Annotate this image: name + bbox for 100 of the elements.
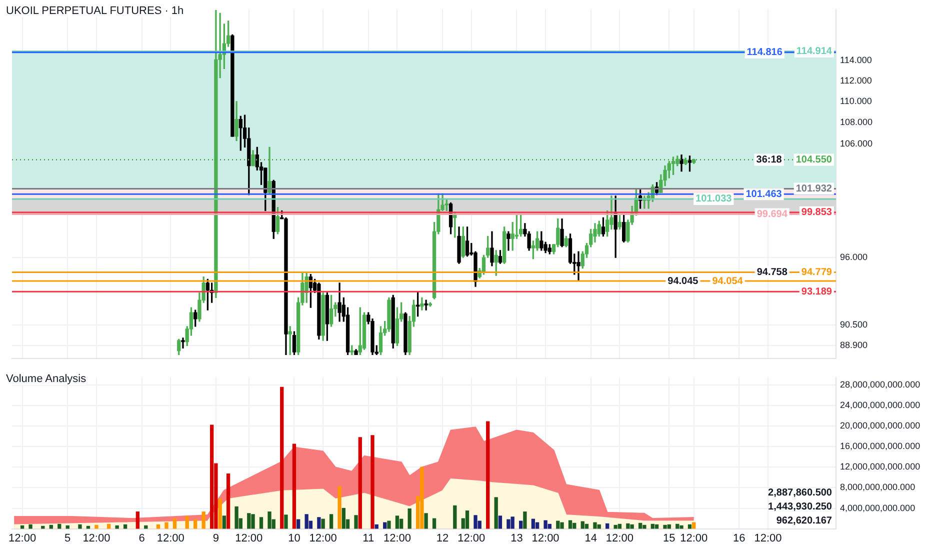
bar bbox=[251, 514, 255, 529]
bar bbox=[292, 444, 296, 529]
x-tick-label: 12:00 bbox=[680, 532, 708, 544]
bar bbox=[370, 435, 374, 529]
bar bbox=[395, 516, 400, 529]
bar bbox=[164, 522, 168, 529]
bar bbox=[172, 518, 177, 529]
bar bbox=[432, 518, 436, 529]
candlestick bbox=[424, 300, 428, 310]
x-tick-label: 12:00 bbox=[532, 532, 560, 544]
chart-title: UKOIL PERPETUAL FUTURES · 1h bbox=[6, 5, 184, 17]
bar bbox=[560, 522, 564, 529]
bar bbox=[226, 474, 230, 529]
ref-line-label: 93.189 bbox=[801, 286, 832, 298]
ref-line-label: 101.463 bbox=[746, 188, 782, 200]
chart-title: Volume Analysis bbox=[6, 373, 86, 385]
ref-line-label: 94.054 bbox=[712, 276, 744, 287]
x-tick-label: 12 bbox=[436, 532, 449, 544]
bar bbox=[354, 515, 358, 529]
bar bbox=[486, 421, 490, 529]
bar bbox=[494, 497, 498, 529]
bar bbox=[474, 515, 478, 529]
x-tick-label: 12:00 bbox=[754, 532, 782, 544]
bar bbox=[510, 516, 514, 529]
ref-line-label: 104.550 bbox=[796, 154, 832, 166]
y-tick-label: 20,000,000,000.000 bbox=[840, 420, 920, 431]
annotation: 2,887,860.500 bbox=[768, 488, 832, 499]
bar bbox=[680, 525, 684, 529]
candlestick bbox=[576, 251, 580, 281]
bar bbox=[465, 510, 470, 529]
x-tick-label: 12:00 bbox=[156, 532, 184, 544]
x-tick-label: 12:00 bbox=[82, 532, 110, 544]
bar bbox=[268, 512, 272, 529]
bar bbox=[317, 517, 321, 529]
x-tick-label: 11 bbox=[362, 532, 374, 544]
bar bbox=[222, 516, 226, 529]
y-tick-label: 4,000,000,000.000 bbox=[840, 502, 916, 513]
bar bbox=[194, 519, 198, 529]
bar bbox=[358, 437, 362, 529]
y-tick-label: 110.000 bbox=[840, 96, 872, 106]
ref-line-label: 114.816 bbox=[746, 47, 783, 58]
x-tick-label: 12:00 bbox=[235, 532, 263, 544]
bar bbox=[506, 519, 510, 529]
y-tick-label: 106.000 bbox=[840, 138, 873, 148]
y-tick-label: 8,000,000,000.000 bbox=[840, 482, 916, 492]
y-tick-label: 12,000,000,000.000 bbox=[840, 462, 920, 472]
x-tick-label: 6 bbox=[138, 532, 145, 544]
bar bbox=[642, 524, 646, 529]
bar bbox=[280, 386, 284, 529]
bar bbox=[544, 520, 548, 529]
bar bbox=[329, 514, 334, 529]
x-tick-label: 10 bbox=[288, 532, 300, 544]
x-tick-label: 12:00 bbox=[8, 532, 36, 544]
bar bbox=[420, 466, 424, 529]
annotation: 94.758 bbox=[756, 267, 788, 278]
bar bbox=[185, 516, 189, 529]
bar bbox=[338, 486, 342, 529]
ref-line-label: 99.853 bbox=[801, 207, 832, 218]
bar bbox=[400, 518, 404, 529]
y-tick-label: 90.500 bbox=[840, 320, 868, 330]
y-tick-label: 28,000,000,000.000 bbox=[840, 380, 920, 390]
bar bbox=[593, 522, 597, 529]
bar bbox=[304, 514, 308, 529]
bar bbox=[387, 520, 391, 529]
bar bbox=[626, 523, 630, 529]
annotation: 94.045 bbox=[668, 276, 699, 287]
y-tick-label: 16,000,000,000.000 bbox=[840, 441, 920, 452]
ref-line-label: 101.033 bbox=[696, 194, 732, 205]
candlestick bbox=[420, 297, 424, 310]
bar bbox=[115, 525, 119, 529]
y-tick-label: 114.000 bbox=[840, 55, 872, 66]
x-tick-label: 5 bbox=[64, 532, 71, 544]
bar bbox=[424, 513, 428, 529]
x-tick-label: 16 bbox=[733, 532, 746, 544]
bar bbox=[28, 524, 32, 529]
y-tick-label: 96.000 bbox=[840, 252, 868, 262]
bar bbox=[94, 524, 98, 529]
bar bbox=[498, 516, 502, 529]
bar bbox=[78, 524, 82, 529]
x-tick-label: 13 bbox=[510, 532, 523, 544]
bar bbox=[568, 520, 572, 529]
y-tick-label: 88.900 bbox=[840, 340, 868, 350]
ref-line-label: 99.694 bbox=[756, 209, 788, 220]
bar bbox=[523, 512, 527, 529]
bar bbox=[342, 508, 346, 529]
bar bbox=[531, 518, 536, 529]
bar bbox=[247, 513, 251, 529]
bar bbox=[234, 506, 238, 529]
x-tick-label: 9 bbox=[212, 532, 220, 544]
y-tick-label: 112.000 bbox=[840, 75, 872, 86]
candlestick bbox=[181, 338, 185, 349]
annotation: 1,443,930.250 bbox=[768, 502, 832, 513]
bar bbox=[296, 519, 300, 529]
bar bbox=[630, 524, 634, 529]
bar bbox=[453, 505, 457, 529]
bar bbox=[202, 512, 206, 529]
bar bbox=[259, 517, 264, 529]
ref-line-label: 101.932 bbox=[796, 184, 832, 195]
ref-line-label: 114.914 bbox=[796, 46, 832, 58]
y-tick-label: 108.000 bbox=[840, 117, 873, 127]
